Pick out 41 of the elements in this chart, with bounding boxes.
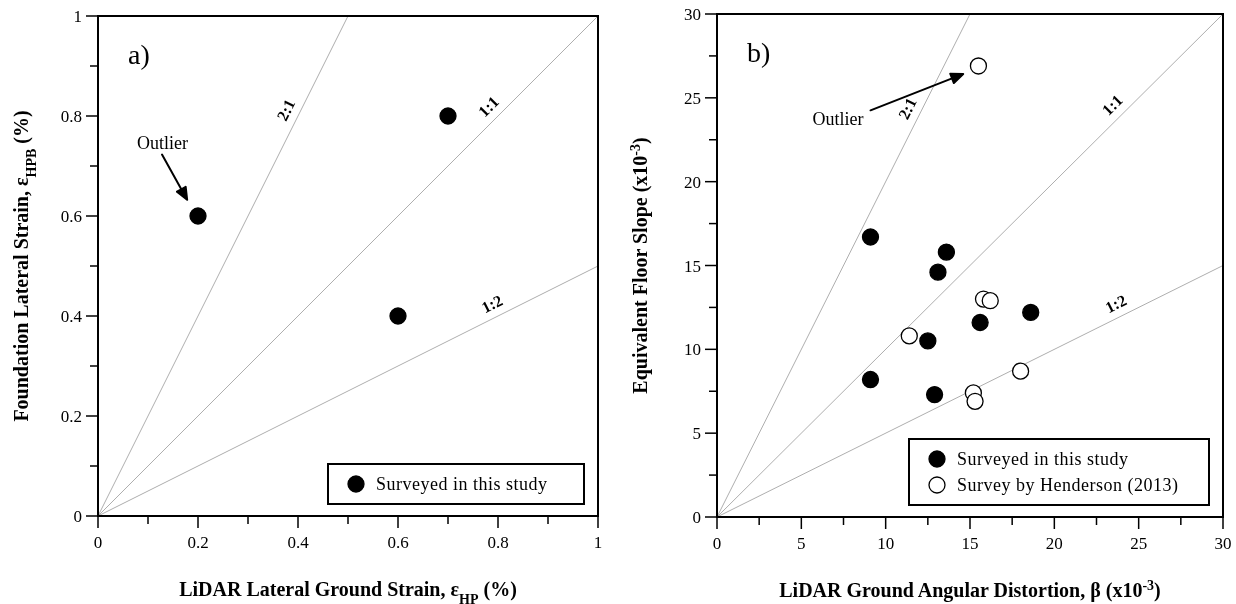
- y-tick-label: 25: [684, 88, 701, 108]
- annotation: Outlier: [137, 132, 188, 153]
- x-tick-label: 5: [797, 534, 806, 553]
- x-tick-label: 0: [93, 533, 103, 552]
- legend-label: Surveyed in this study: [376, 474, 548, 494]
- text: b): [747, 37, 771, 68]
- x-tick-label: 25: [1130, 534, 1148, 553]
- annotation: Outlier: [812, 109, 864, 130]
- y-tick-label: 0.6: [60, 207, 82, 226]
- x-tick-label: 0.4: [287, 533, 310, 552]
- x-tick-label: 10: [877, 534, 895, 553]
- x-axis-title: LiDAR Lateral Ground Strain, ε$_{HP}$ (%): [179, 578, 517, 604]
- text: 1:1: [1098, 91, 1126, 119]
- y-tick-label: 10: [684, 340, 701, 360]
- text: 1:2: [478, 291, 506, 317]
- x-axis-title: LiDAR Ground Angular Distortion, β (x10$^{-3}$): [779, 577, 1161, 602]
- y-tick-label: 1: [73, 7, 82, 26]
- y-tick-label: 0: [73, 507, 82, 526]
- y-tick-label: 30: [684, 5, 701, 24]
- y-tick-label: 15: [684, 256, 701, 276]
- y-tick-label: 0.4: [60, 307, 83, 326]
- y-tick-label: 5: [692, 424, 701, 444]
- text: 2:1: [894, 95, 920, 122]
- x-tick-label: 0.6: [387, 533, 409, 552]
- text: 1:1: [474, 92, 503, 121]
- x-tick-label: 1: [593, 533, 603, 552]
- text: 2:1: [273, 96, 299, 124]
- y-tick-label: 20: [684, 172, 701, 192]
- legend-label: Survey by Henderson (2013): [957, 475, 1179, 496]
- y-tick-label: 0: [692, 508, 701, 527]
- x-tick-label: 30: [1214, 534, 1232, 553]
- x-tick-label: 15: [961, 534, 979, 553]
- x-tick-label: 0: [712, 534, 722, 553]
- y-tick-label: 0.2: [60, 407, 82, 426]
- y-tick-label: 0.8: [60, 107, 82, 126]
- legend-label: Surveyed in this study: [957, 449, 1129, 469]
- x-tick-label: 0.8: [487, 533, 509, 552]
- x-tick-label: 20: [1045, 534, 1063, 553]
- x-tick-label: 0.2: [187, 533, 209, 552]
- text: a): [128, 39, 150, 70]
- text: 1:2: [1102, 291, 1130, 317]
